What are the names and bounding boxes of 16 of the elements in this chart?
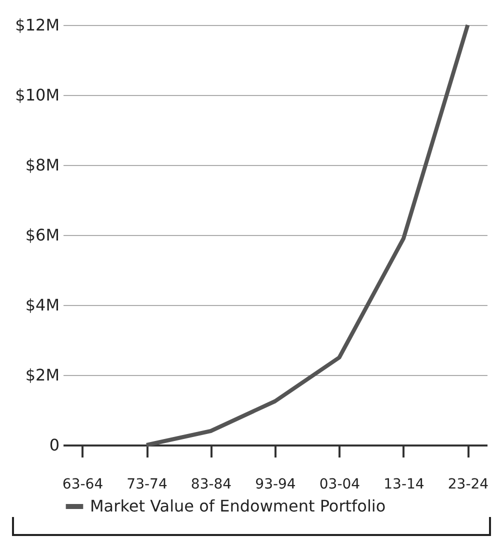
y-tick-label: $6M	[25, 226, 60, 244]
y-tick-label: $2M	[25, 366, 60, 384]
x-tick-label: 63-64	[62, 476, 104, 492]
line-series	[144, 23, 470, 447]
legend-label: Market Value of Endowment Portfolio	[90, 496, 386, 516]
x-tick-label: 03-04	[319, 476, 360, 492]
x-tick-label: 73-74	[126, 476, 168, 492]
x-tick-label: 83-84	[190, 476, 232, 492]
y-tick-label: $8M	[25, 156, 60, 174]
y-tick-label: $12M	[15, 16, 60, 34]
y-tick-label: $10M	[15, 86, 60, 104]
y-tick-label: $4M	[25, 296, 60, 314]
x-tick-label: 13-14	[384, 476, 424, 492]
x-tick-label: 23-24	[448, 476, 489, 492]
x-tick-label: 93-94	[255, 476, 296, 492]
y-tick-label: 0	[49, 436, 60, 454]
